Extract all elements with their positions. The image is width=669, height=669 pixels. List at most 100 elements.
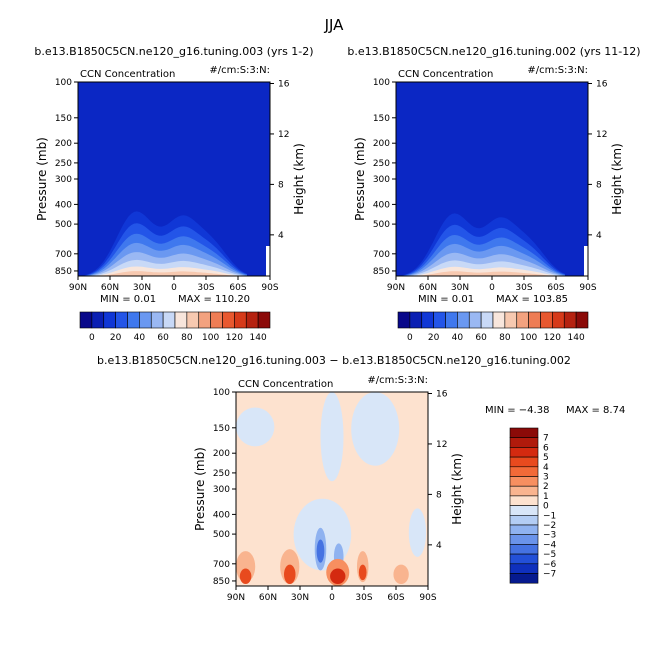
colorbar-swatch [127,311,140,329]
x-tick-label: 30S [197,283,214,293]
y-right-tick-label: 8 [596,180,602,190]
max-label: MAX = 103.85 [496,294,568,305]
x-tick-label: 30S [515,283,532,293]
colorbar-swatch [509,553,539,565]
colorbar-swatch [139,311,152,329]
colorbar-swatch [509,495,539,506]
colorbar-label: 120 [226,333,243,343]
y-right-tick-label: 16 [436,389,448,399]
x-tick-label: 30N [451,283,469,293]
colorbar-swatch [509,466,539,477]
left-string: CCN Concentration [398,69,493,80]
colorbar-label: 80 [499,333,511,343]
y-tick-label: 400 [213,510,230,520]
y-right-tick-label: 8 [278,180,284,190]
contour-level [81,271,247,276]
colorbar-label: 7 [543,434,549,444]
colorbar-label: 6 [543,443,549,453]
x-tick-label: 0 [329,593,335,603]
y-tick-label: 200 [373,139,390,149]
colorbar-swatch [421,311,434,329]
colorbar-label: 80 [181,333,193,343]
colorbar-label: 0 [543,502,549,512]
colorbar-swatch [234,311,247,329]
y-tick-label: 400 [373,200,390,210]
y-tick-label: 850 [55,267,72,277]
y-tick-label: 150 [55,114,72,124]
min-label: MIN = −4.38 [485,405,549,416]
colorbar-swatch [222,311,235,329]
colorbar-label: 60 [475,333,487,343]
x-tick-label: 60N [101,283,119,293]
y-right-tick-label: 12 [436,440,447,450]
right-string: #/cm:S:3:N: [367,375,428,386]
colorbar-label: 100 [202,333,219,343]
x-tick-label: 0 [489,283,495,293]
y-axis-label-right: Height (km) [292,143,306,214]
y-tick-label: 100 [213,388,230,398]
colorbar-swatch [115,311,128,329]
max-label: MAX = 110.20 [178,294,250,305]
panel-top-right: b.e13.B1850C5CN.ne120_g16.tuning.002 (yr… [347,45,640,343]
colorbar-label: 20 [428,333,440,343]
colorbar-label: 4 [543,463,549,473]
contour-patch [393,564,409,585]
colorbar-swatch [509,563,539,574]
missing-region [266,246,270,276]
colorbar-swatch [575,311,589,329]
contour-patch [320,392,344,482]
x-ticks: 90N 60N 30N 0 30S 60S 90S [69,276,279,293]
colorbar-label: 40 [452,333,464,343]
colorbar-swatch [162,311,176,329]
y-tick-label: 200 [213,449,230,459]
y-axis-label: Pressure (mb) [353,137,367,221]
y-ticks-right: 4 8 12 16 [428,389,448,551]
min-label: MIN = 0.01 [418,294,474,305]
colorbar-swatch [245,311,259,329]
y-tick-label: 700 [373,250,390,260]
colorbar-swatch [509,476,539,487]
colorbar-swatch [509,456,539,468]
left-string: CCN Concentration [238,379,333,390]
colorbar-swatch [509,437,539,448]
colorbar-swatch [397,311,411,329]
x-tick-label: 60N [419,283,437,293]
y-tick-label: 850 [213,577,230,587]
colorbar-swatch [103,311,116,329]
colorbar-swatch [509,447,539,458]
colorbar-swatch [174,311,188,329]
colorbar-label: −4 [543,540,557,550]
x-tick-label: 60N [259,593,277,603]
y-ticks-right: 4 8 12 16 [270,79,290,241]
min-label: MIN = 0.01 [100,294,156,305]
colorbar-swatch [210,311,223,329]
x-tick-label: 90S [261,283,278,293]
y-tick-label: 250 [55,159,72,169]
x-tick-label: 60S [387,593,404,603]
x-tick-label: 0 [171,283,177,293]
colorbar-label: 100 [520,333,537,343]
y-tick-label: 500 [373,220,390,230]
panel-title: b.e13.B1850C5CN.ne120_g16.tuning.002 (yr… [347,45,640,58]
y-tick-label: 250 [373,159,390,169]
y-tick-label: 100 [55,78,72,88]
colorbar-swatch [509,573,539,584]
x-tick-label: 30N [291,593,309,603]
colorbar-label: −5 [543,550,556,560]
colorbar-swatch [186,311,200,329]
colorbar-label: 20 [110,333,122,343]
y-axis-label: Pressure (mb) [193,447,207,531]
colorbar-swatch [509,485,539,497]
x-tick-label: 60S [547,283,564,293]
y-tick-label: 300 [55,175,72,185]
colorbar-swatch [433,311,446,329]
y-right-tick-label: 16 [596,79,608,89]
missing-region [584,246,588,276]
x-tick-label: 90N [69,283,87,293]
x-tick-label: 90S [419,593,436,603]
y-right-tick-label: 12 [596,130,607,140]
contour-fill [399,213,588,276]
x-tick-label: 60S [229,283,246,293]
contour-patch [330,568,346,585]
